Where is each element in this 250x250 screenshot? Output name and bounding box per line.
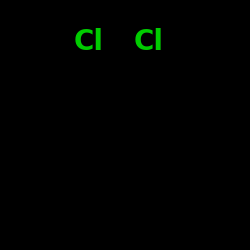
Text: Cl: Cl xyxy=(74,28,104,56)
Text: Cl: Cl xyxy=(134,28,164,56)
